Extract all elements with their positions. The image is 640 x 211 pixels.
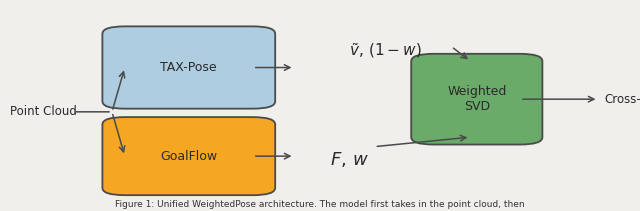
- Text: TAX-Pose: TAX-Pose: [161, 61, 217, 74]
- Text: Weighted
SVD: Weighted SVD: [447, 85, 506, 113]
- Text: Figure 1: Unified WeightedPose architecture. The model first takes in the point : Figure 1: Unified WeightedPose architect…: [115, 200, 525, 209]
- FancyBboxPatch shape: [102, 26, 275, 109]
- Text: Point Cloud: Point Cloud: [10, 105, 77, 118]
- Text: $\tilde{v},\,(1-w)$: $\tilde{v},\,(1-w)$: [349, 41, 422, 60]
- Text: $F,\,w$: $F,\,w$: [330, 150, 369, 169]
- FancyBboxPatch shape: [102, 117, 275, 195]
- Text: Cross-Pose: Cross-Pose: [605, 93, 640, 106]
- FancyBboxPatch shape: [412, 54, 543, 145]
- Text: GoalFlow: GoalFlow: [160, 150, 218, 163]
